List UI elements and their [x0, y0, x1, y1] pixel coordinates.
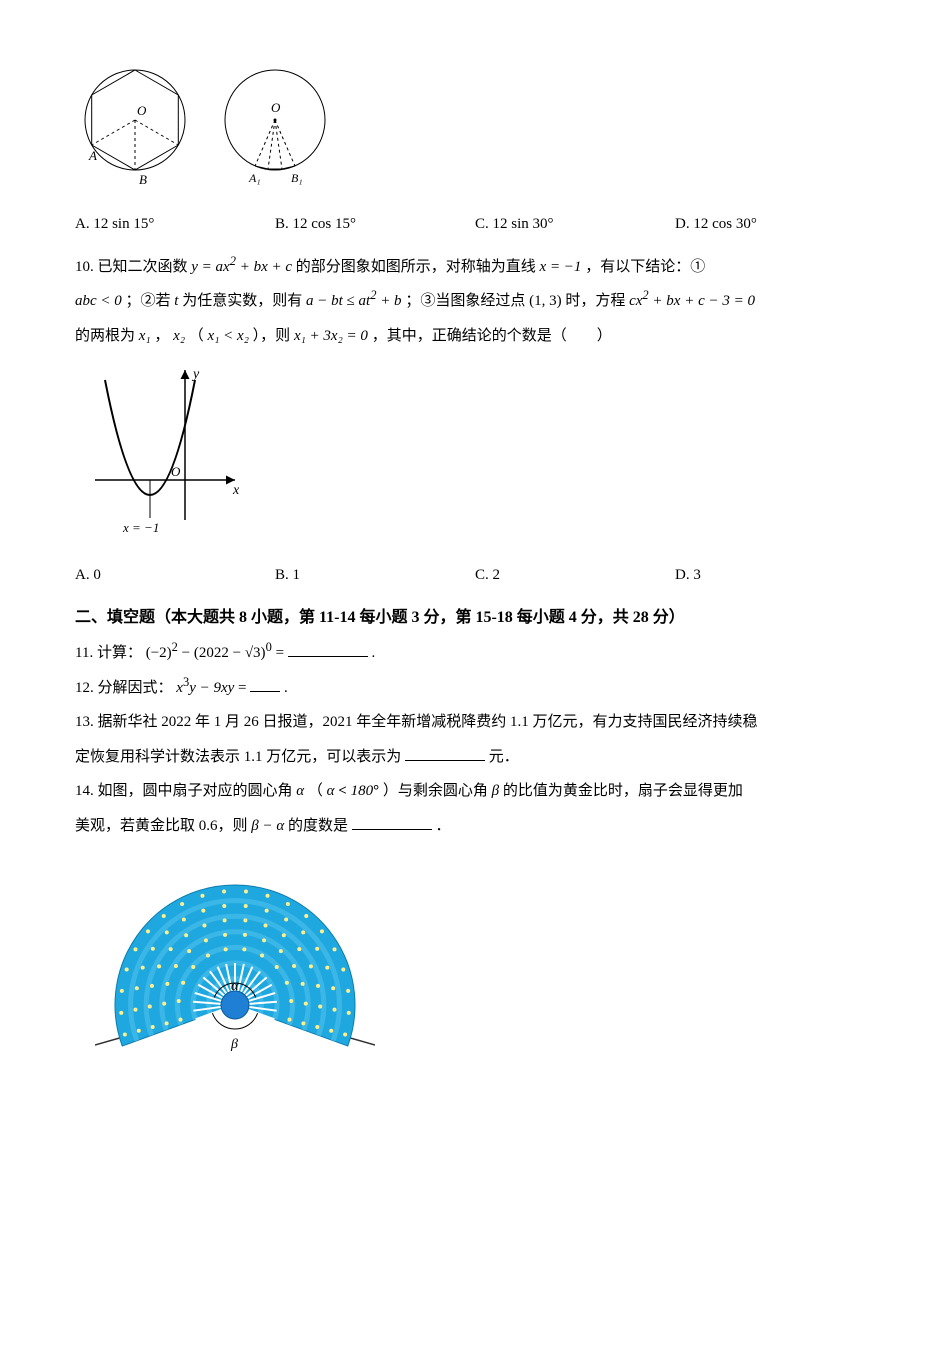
option-B-text: 12 cos 15° — [293, 216, 357, 232]
q14-g: ． — [436, 818, 451, 834]
q12-math: x3y − 9xy — [176, 680, 234, 696]
option-A-text: 12 sin 15° — [93, 216, 154, 232]
q14-blank — [352, 814, 432, 830]
q10-l3i: ，其中，正确结论的个数是（ ） — [372, 328, 612, 344]
q10-mid: 的部分图象如图所示，对称轴为直线 — [296, 259, 540, 275]
q13-line1: 13. 据新华社 2022 年 1 月 26 日报道，2021 年全年新增减税降… — [75, 708, 875, 737]
q10-l2b: ；②若 — [126, 293, 175, 309]
option-C: C. 2 — [475, 561, 675, 590]
q12-eq: = — [238, 680, 246, 696]
parabola — [105, 380, 195, 495]
y-label: y — [191, 367, 200, 382]
dash-line — [92, 120, 135, 145]
dash-line — [135, 120, 178, 145]
q14-d: 的比值为黄金比时，扇子会显得更加 — [503, 783, 743, 799]
q10-l2f: ；③当图象经过点 — [405, 293, 529, 309]
q10-l2h: 时，方程 — [565, 293, 629, 309]
q14-line1: 14. 如图，圆中扇子对应的圆心角 α （ α < 180° ）与剩余圆心角 β… — [75, 777, 875, 806]
q10-eq2: x = −1 — [540, 259, 582, 275]
q12-suffix: . — [284, 680, 288, 696]
q12-prefix: 12. 分解因式： — [75, 680, 173, 696]
q12-blank — [250, 676, 280, 692]
q13-blank — [405, 745, 485, 761]
q14-cond: α < 180° — [327, 783, 379, 799]
opt-D-text: 3 — [693, 567, 701, 583]
dash-line — [275, 120, 295, 166]
q11-blank — [288, 641, 368, 657]
label-B: B — [139, 172, 147, 187]
option-C: C. 12 sin 30° — [475, 210, 675, 239]
label-B1: B₁ — [291, 171, 303, 185]
q13-c: 元． — [489, 749, 519, 765]
option-D-text: 12 cos 30° — [693, 216, 757, 232]
q10-l3g: ），则 — [253, 328, 294, 344]
dodeca-bottom — [255, 166, 295, 169]
q10-line1: 10. 已知二次函数 y = ax2 + bx + c 的部分图象如图所示，对称… — [75, 253, 875, 282]
q10-l3b: x₁ — [139, 328, 151, 344]
q10-l3a: 的两根为 — [75, 328, 139, 344]
q11-suffix: . — [372, 645, 376, 661]
q14-expr: β − α — [251, 818, 284, 834]
option-A: A. 0 — [75, 561, 275, 590]
q10-l3d: x₂ — [173, 328, 185, 344]
q14-a: 14. 如图，圆中扇子对应的圆心角 — [75, 783, 296, 799]
q14-beta: β — [492, 783, 499, 799]
q14-f: 的度数是 — [288, 818, 348, 834]
q10-l2a: abc < 0 — [75, 293, 122, 309]
option-B: B. 1 — [275, 561, 475, 590]
q12: 12. 分解因式： x3y − 9xy = . — [75, 674, 875, 703]
q10-eq1: y = ax2 + bx + c — [191, 259, 292, 275]
q10-l2d: 为任意实数，则有 — [182, 293, 306, 309]
q10-end1: ，有以下结论：① — [585, 259, 705, 275]
q13-line2: 定恢复用科学计数法表示 1.1 万亿元，可以表示为 元． — [75, 743, 875, 772]
option-C-text: 12 sin 30° — [493, 216, 554, 232]
q9-diagrams: O A B O A₁ B₁ — [75, 60, 875, 190]
q14-b: （ — [308, 783, 323, 799]
q13-b: 定恢复用科学计数法表示 1.1 万亿元，可以表示为 — [75, 749, 401, 765]
q10-options: A. 0 B. 1 C. 2 D. 3 — [75, 561, 875, 590]
O-label: O — [171, 464, 181, 479]
q10-line3: 的两根为 x₁ ， x₂ （ x₁ < x₂ ），则 x₁ + 3x₂ = 0 … — [75, 322, 875, 351]
q10-l2c: t — [174, 293, 178, 309]
q14-e: 美观，若黄金比取 0.6，则 — [75, 818, 251, 834]
hexagon-circle-diagram: O A B — [75, 60, 195, 190]
q10-l2g: (1, 3) — [529, 293, 562, 309]
q11: 11. 计算： (−2)2 − (2022 − √3)0 = . — [75, 639, 875, 668]
label-A: A — [88, 148, 97, 163]
opt-A-text: 0 — [93, 567, 101, 583]
label-O: O — [137, 103, 147, 118]
label-A1: A₁ — [248, 171, 261, 185]
option-B: B. 12 cos 15° — [275, 210, 475, 239]
x-label: x — [232, 483, 240, 498]
option-D: D. 3 — [675, 561, 875, 590]
svg-text:α: α — [231, 979, 239, 994]
q9-options: A. 12 sin 15° B. 12 cos 15° C. 12 sin 30… — [75, 210, 875, 239]
q10-l2e: a − bt ≤ at2 + b — [306, 293, 402, 309]
q11-math: (−2)2 − (2022 − √3)0 = — [146, 645, 284, 661]
q14-line2: 美观，若黄金比取 0.6，则 β − α 的度数是 ． — [75, 812, 875, 841]
q14-c: ）与剩余圆心角 — [383, 783, 492, 799]
q10-line2: abc < 0 ；②若 t 为任意实数，则有 a − bt ≤ at2 + b … — [75, 287, 875, 316]
opt-C-text: 2 — [493, 567, 501, 583]
q10-graph: x y O x = −1 — [85, 360, 875, 551]
q10-prefix: 10. 已知二次函数 — [75, 259, 191, 275]
q10-l3c: ， — [154, 328, 169, 344]
q14-alpha: α — [296, 783, 304, 799]
svg-text:β: β — [230, 1037, 238, 1052]
vertex-label: x = −1 — [122, 520, 159, 535]
q14-fan-diagram: αβ — [95, 850, 875, 1081]
dodecagon-circle-diagram: O A₁ B₁ — [215, 60, 335, 190]
option-A: A. 12 sin 15° — [75, 210, 275, 239]
dash-line — [255, 120, 275, 166]
q11-prefix: 11. 计算： — [75, 645, 142, 661]
q10-l3e: （ — [189, 328, 204, 344]
option-D: D. 12 cos 30° — [675, 210, 875, 239]
label-O: O — [271, 100, 281, 115]
section2-title: 二、填空题（本大题共 8 小题，第 11-14 每小题 3 分，第 15-18 … — [75, 603, 875, 633]
q10-l2i: cx2 + bx + c − 3 = 0 — [629, 293, 755, 309]
opt-B-text: 1 — [293, 567, 301, 583]
q10-l3h: x₁ + 3x₂ = 0 — [294, 328, 368, 344]
q10-l3f: x₁ < x₂ — [208, 328, 249, 344]
center-dot — [274, 119, 277, 122]
